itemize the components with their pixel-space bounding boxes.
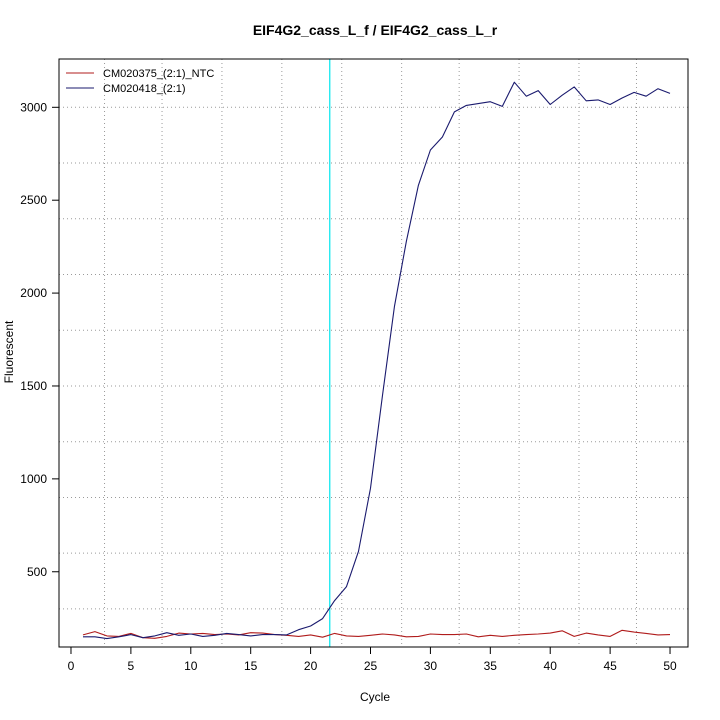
y-tick-label: 2000 [20,286,47,300]
x-axis-label: Cycle [360,690,390,704]
series-line-0 [82,629,671,639]
x-tick-label: 30 [424,659,438,673]
series-line-1 [83,81,671,640]
series-layer [82,81,671,640]
x-tick-label: 15 [244,659,258,673]
y-axis-label: Fluorescent [2,320,16,383]
chart-title: EIF4G2_cass_L_f / EIF4G2_cass_L_r [253,22,498,38]
x-tick-label: 50 [663,659,677,673]
x-tick-label: 5 [128,659,135,673]
x-tick-label: 0 [68,659,75,673]
legend: CM020375_(2:1)_NTC CM020418_(2:1) [66,68,214,95]
grid-layer [59,59,688,647]
y-tick-label: 500 [27,565,47,579]
y-tick-label: 1000 [20,472,47,486]
y-tick-label: 2500 [20,193,47,207]
y-axis: 500 1000 1500 2000 2500 3000 [20,100,60,579]
x-tick-label: 25 [364,659,378,673]
x-axis: 0 5 10 15 20 25 30 35 40 45 50 [68,646,677,673]
x-tick-label: 40 [544,659,558,673]
x-tick-label: 10 [184,659,198,673]
legend-label-ntc: CM020375_(2:1)_NTC [103,68,214,80]
x-tick-label: 35 [484,659,498,673]
legend-label-sample: CM020418_(2:1) [103,83,186,95]
x-tick-label: 20 [304,659,318,673]
y-tick-label: 3000 [20,100,47,114]
x-tick-label: 45 [603,659,617,673]
y-tick-label: 1500 [20,379,47,393]
